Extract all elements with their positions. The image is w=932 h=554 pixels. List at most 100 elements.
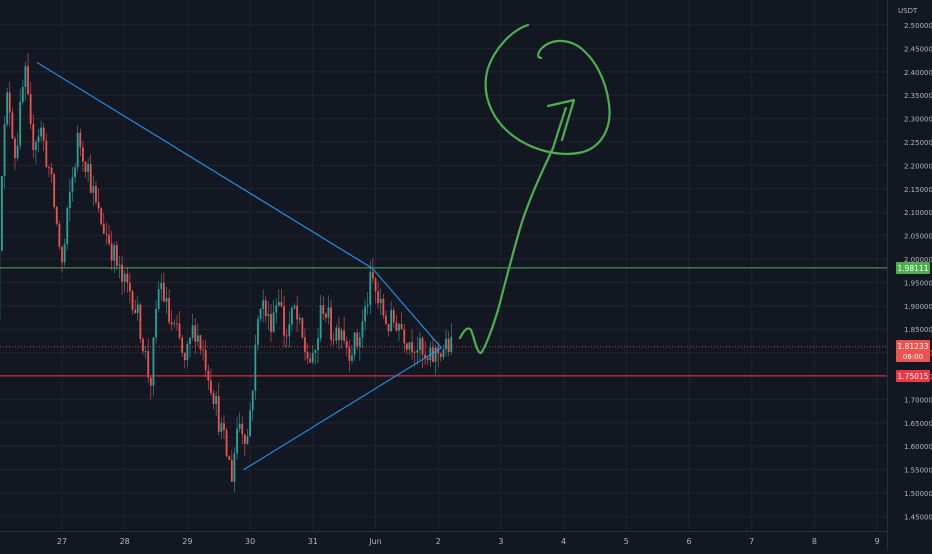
candle-up xyxy=(419,338,421,350)
candle-down xyxy=(126,274,128,283)
candle-down xyxy=(422,338,424,354)
candle-up xyxy=(38,136,40,142)
price-tick-label: 1.55000 xyxy=(904,467,932,475)
candle-up xyxy=(398,324,400,331)
candle-down xyxy=(231,460,233,482)
candle-up xyxy=(443,349,445,357)
candle-down xyxy=(411,342,413,352)
candle-down xyxy=(301,318,303,337)
candle-up xyxy=(435,347,437,361)
candle-up xyxy=(166,298,168,302)
candle-up xyxy=(197,335,199,341)
candle-down xyxy=(377,291,379,303)
candle-up xyxy=(320,305,322,338)
candle-down xyxy=(333,340,335,341)
price-tick-label: 2.30000 xyxy=(904,116,932,124)
candle-up xyxy=(262,300,264,308)
candle-down xyxy=(403,329,405,343)
time-tick-label: 29 xyxy=(182,537,192,546)
candle-down xyxy=(382,299,384,316)
candle-down xyxy=(51,168,53,174)
price-tick-label: 1.95000 xyxy=(904,279,932,287)
candle-up xyxy=(299,318,301,320)
candle-down xyxy=(116,245,118,265)
price-tick-label: 2.40000 xyxy=(904,69,932,77)
candle-down xyxy=(330,307,332,339)
candle-up xyxy=(92,186,94,193)
price-tick-label: 2.20000 xyxy=(904,162,932,170)
price-tick-label: 1.50000 xyxy=(904,490,932,498)
candle-down xyxy=(142,339,144,351)
candle-down xyxy=(281,302,283,306)
candle-down xyxy=(79,133,81,148)
time-tick-label: 27 xyxy=(57,537,67,546)
candle-up xyxy=(72,177,74,192)
candle-up xyxy=(113,245,115,260)
candle-up xyxy=(69,192,71,208)
candle-down xyxy=(218,396,220,432)
candle-down xyxy=(53,174,55,207)
candle-up xyxy=(359,337,361,346)
candle-down xyxy=(213,393,215,404)
candle-down xyxy=(338,328,340,340)
candle-down xyxy=(27,66,29,94)
candle-down xyxy=(132,291,134,309)
price-tick-label: 1.65000 xyxy=(904,420,932,428)
candle-down xyxy=(108,235,110,244)
candle-up xyxy=(215,396,217,404)
candle-down xyxy=(150,378,152,386)
candle-down xyxy=(121,265,123,282)
candle-up xyxy=(25,66,27,87)
candle-down xyxy=(163,283,165,302)
candle-up xyxy=(4,124,6,176)
candle-up xyxy=(234,453,236,481)
candle-down xyxy=(375,278,377,291)
candle-up xyxy=(291,308,293,325)
candle-down xyxy=(168,298,170,322)
candle-up xyxy=(335,328,337,341)
candle-up xyxy=(267,314,269,316)
candle-up xyxy=(119,265,121,266)
candle-down xyxy=(200,335,202,349)
candle-up xyxy=(6,93,8,125)
candle-down xyxy=(393,310,395,322)
candle-up xyxy=(278,302,280,305)
candle-up xyxy=(315,350,317,353)
candle-down xyxy=(85,162,87,172)
candle-down xyxy=(265,300,267,316)
candle-down xyxy=(307,352,309,359)
candle-down xyxy=(194,325,196,341)
candle-up xyxy=(351,355,353,361)
time-tick-label: 31 xyxy=(308,537,318,546)
candle-down xyxy=(343,330,345,341)
candle-up xyxy=(77,133,79,167)
candle-up xyxy=(294,306,296,308)
candle-down xyxy=(385,316,387,324)
candle-down xyxy=(11,113,13,139)
candle-up xyxy=(364,306,366,321)
price-tick-label: 2.25000 xyxy=(904,139,932,147)
candle-up xyxy=(1,176,3,251)
candle-down xyxy=(82,147,84,161)
price-tick-label: 2.05000 xyxy=(904,233,932,241)
candle-up xyxy=(22,87,24,102)
candle-down xyxy=(296,306,298,320)
candle-up xyxy=(124,274,126,282)
candle-down xyxy=(210,381,212,394)
candle-down xyxy=(228,456,230,460)
candle-up xyxy=(445,339,447,350)
candle-down xyxy=(396,322,398,330)
candle-down xyxy=(179,324,181,338)
time-tick-label: 7 xyxy=(749,537,754,546)
candle-up xyxy=(273,313,275,332)
candle-up xyxy=(35,142,37,150)
candle-down xyxy=(283,306,285,335)
candle-down xyxy=(103,224,105,234)
candle-down xyxy=(356,333,358,347)
candle-down xyxy=(325,314,327,318)
candle-down xyxy=(346,341,348,348)
time-tick-label: 28 xyxy=(120,537,130,546)
